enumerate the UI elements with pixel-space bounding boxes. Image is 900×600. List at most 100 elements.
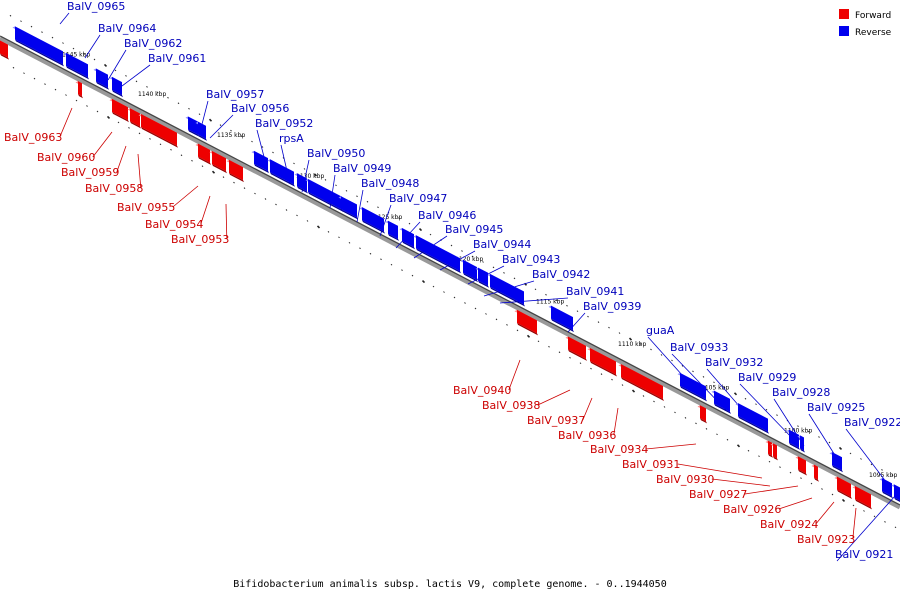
- forward-gene-label[interactable]: BalV_0937: [527, 414, 585, 427]
- reverse-gene-label[interactable]: BalV_0950: [307, 147, 365, 160]
- reverse-gene-label[interactable]: BalV_0962: [124, 37, 182, 50]
- tick-dot: [369, 252, 372, 255]
- tick-dot: [62, 42, 64, 44]
- forward-gene[interactable]: [770, 443, 779, 461]
- reverse-gene-label[interactable]: BalV_0945: [445, 223, 503, 236]
- forward-gene[interactable]: [0, 40, 9, 60]
- reverse-gene-label[interactable]: BalV_0961: [148, 52, 206, 65]
- gene-body: [463, 259, 477, 281]
- forward-gene[interactable]: [127, 108, 142, 129]
- reverse-gene-label[interactable]: rpsA: [279, 132, 304, 145]
- reverse-gene[interactable]: [359, 207, 386, 234]
- reverse-gene-label[interactable]: BalV_0932: [705, 356, 763, 369]
- reverse-gene[interactable]: [797, 435, 806, 453]
- reverse-gene-label[interactable]: BalV_0939: [583, 300, 641, 313]
- reverse-gene-label[interactable]: BalV_0957: [206, 88, 264, 101]
- tick-dot: [534, 288, 537, 291]
- forward-gene-label[interactable]: BalV_0923: [797, 533, 855, 546]
- reverse-gene[interactable]: [399, 227, 416, 250]
- forward-gene-label[interactable]: BalV_0940: [453, 384, 511, 397]
- forward-gene-label[interactable]: BalV_0960: [37, 151, 95, 164]
- forward-gene-label[interactable]: BalV_0924: [760, 518, 818, 531]
- reverse-gene-label[interactable]: BalV_0941: [566, 285, 624, 298]
- forward-gene[interactable]: [565, 336, 588, 361]
- reverse-gene[interactable]: [829, 452, 844, 473]
- reverse-gene[interactable]: [63, 52, 90, 80]
- forward-gene[interactable]: [75, 81, 84, 99]
- reverse-gene-label[interactable]: BalV_0943: [502, 253, 560, 266]
- reverse-gene-label[interactable]: BalV_0928: [772, 386, 830, 399]
- reverse-gene[interactable]: [677, 372, 708, 402]
- reverse-gene-label[interactable]: BalV_0948: [361, 177, 419, 190]
- reverse-gene[interactable]: [711, 390, 732, 414]
- tick-dot: [555, 299, 558, 302]
- reverse-gene-label[interactable]: BalV_0964: [98, 22, 156, 35]
- reverse-gene[interactable]: [109, 76, 124, 98]
- forward-gene-label[interactable]: BalV_0953: [171, 233, 229, 246]
- tick-dot: [828, 441, 831, 444]
- forward-gene-label[interactable]: BalV_0936: [558, 429, 616, 442]
- tick-dot: [390, 263, 393, 266]
- reverse-gene-label[interactable]: BalV_0921: [835, 548, 893, 561]
- forward-gene[interactable]: [138, 113, 179, 148]
- forward-gene-label[interactable]: BalV_0963: [4, 131, 62, 144]
- reverse-gene[interactable]: [735, 403, 770, 434]
- forward-gene[interactable]: [834, 476, 853, 499]
- forward-gene[interactable]: [195, 143, 212, 165]
- reverse-gene[interactable]: [267, 159, 296, 187]
- reverse-gene[interactable]: [879, 478, 894, 499]
- reverse-gene-label[interactable]: BalV_0965: [67, 0, 125, 13]
- forward-gene[interactable]: [795, 456, 808, 476]
- gene-body: [768, 440, 772, 456]
- forward-gene[interactable]: [811, 464, 820, 482]
- reverse-gene-label[interactable]: BalV_0949: [333, 162, 391, 175]
- forward-gene-label[interactable]: BalV_0926: [723, 503, 781, 516]
- forward-gene[interactable]: [209, 150, 228, 174]
- forward-gene[interactable]: [226, 159, 245, 183]
- forward-gene-label[interactable]: BalV_0927: [689, 488, 747, 501]
- reverse-gene[interactable]: [548, 305, 575, 333]
- reverse-gene-label[interactable]: BalV_0946: [418, 209, 476, 222]
- forward-gene-label[interactable]: BalV_0938: [482, 399, 540, 412]
- tick-dot: [106, 115, 111, 120]
- reverse-gene[interactable]: [185, 116, 200, 137]
- reverse-gene[interactable]: [12, 26, 65, 67]
- forward-gene[interactable]: [765, 440, 774, 458]
- reverse-gene-label[interactable]: guaA: [646, 324, 675, 337]
- reverse-gene[interactable]: [460, 259, 479, 283]
- forward-gene[interactable]: [697, 405, 708, 424]
- forward-gene[interactable]: [109, 98, 130, 123]
- reverse-gene-label[interactable]: BalV_0956: [231, 102, 289, 115]
- forward-gene-label[interactable]: BalV_0931: [622, 458, 680, 471]
- reverse-gene-label[interactable]: BalV_0922: [844, 416, 900, 429]
- reverse-gene[interactable]: [385, 220, 400, 241]
- reverse-gene[interactable]: [195, 121, 208, 141]
- forward-gene[interactable]: [587, 347, 618, 377]
- forward-gene-label[interactable]: BalV_0930: [656, 473, 714, 486]
- reverse-gene-label[interactable]: BalV_0933: [670, 341, 728, 354]
- reverse-gene[interactable]: [93, 68, 110, 90]
- forward-gene-label[interactable]: BalV_0955: [117, 201, 175, 214]
- forward-gene-label[interactable]: BalV_0958: [85, 182, 143, 195]
- reverse-gene-label[interactable]: BalV_0942: [532, 268, 590, 281]
- reverse-gene[interactable]: [305, 179, 344, 212]
- reverse-gene-label[interactable]: BalV_0929: [738, 371, 796, 384]
- forward-gene[interactable]: [514, 309, 539, 336]
- reverse-gene[interactable]: [475, 267, 490, 288]
- reverse-gene[interactable]: [891, 484, 900, 503]
- reverse-gene[interactable]: [413, 235, 462, 274]
- forward-gene-label[interactable]: BalV_0954: [145, 218, 203, 231]
- forward-gene[interactable]: [852, 486, 873, 510]
- forward-gene-label[interactable]: BalV_0959: [61, 166, 119, 179]
- reverse-gene-label[interactable]: BalV_0952: [255, 117, 313, 130]
- reverse-gene[interactable]: [338, 196, 359, 220]
- reverse-gene-label[interactable]: BalV_0947: [389, 192, 447, 205]
- reverse-gene[interactable]: [786, 429, 801, 450]
- forward-gene-label[interactable]: BalV_0934: [590, 443, 648, 456]
- reverse-gene[interactable]: [294, 173, 309, 194]
- reverse-gene[interactable]: [251, 150, 270, 174]
- reverse-gene[interactable]: [487, 273, 526, 307]
- forward-gene[interactable]: [618, 364, 665, 401]
- reverse-gene-label[interactable]: BalV_0944: [473, 238, 531, 251]
- reverse-gene-label[interactable]: BalV_0925: [807, 401, 865, 414]
